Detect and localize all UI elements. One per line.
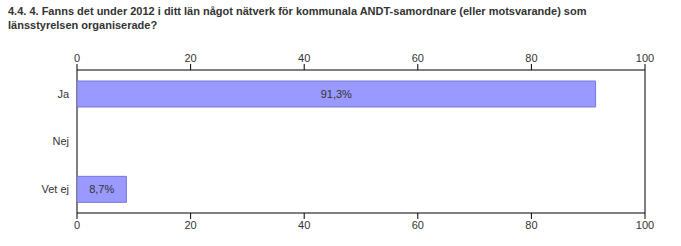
svg-text:80: 80 <box>525 219 537 231</box>
svg-text:Nej: Nej <box>52 135 69 147</box>
svg-text:20: 20 <box>184 219 196 231</box>
svg-text:0: 0 <box>74 219 80 231</box>
html-text:4.4. 4. Fanns det under 2012 i: 4.4. 4. Fanns det under 2012 i ditt län … <box>8 5 587 31</box>
svg-text:40: 40 <box>298 219 310 231</box>
svg-text:0: 0 <box>74 52 80 64</box>
svg-text:91,3%: 91,3% <box>321 88 352 100</box>
svg-text:8,7%: 8,7% <box>89 183 114 195</box>
svg-text:80: 80 <box>525 52 537 64</box>
svg-text:60: 60 <box>412 52 424 64</box>
svg-text:100: 100 <box>636 219 654 231</box>
svg-text:Ja: Ja <box>57 88 70 100</box>
svg-text:40: 40 <box>298 52 310 64</box>
svg-text:100: 100 <box>636 52 654 64</box>
svg-text:60: 60 <box>412 219 424 231</box>
svg-text:Vet ej: Vet ej <box>41 183 69 195</box>
svg-text:20: 20 <box>184 52 196 64</box>
